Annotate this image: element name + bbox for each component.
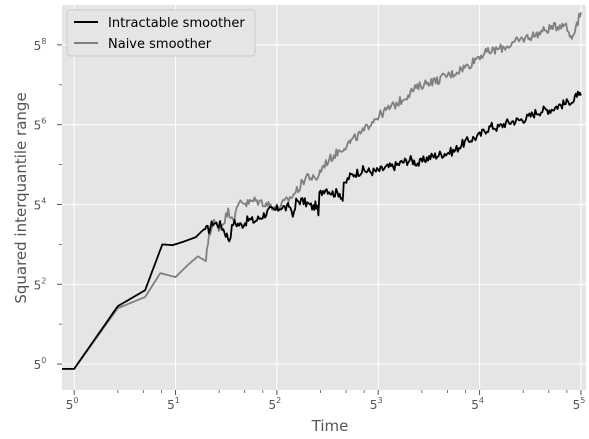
series-intractable-smoother — [62, 90, 582, 370]
plot-background — [62, 5, 586, 390]
y-tick-label: 56 — [34, 117, 47, 133]
x-tick-label: 52 — [269, 396, 282, 412]
y-tick-label: 50 — [34, 356, 47, 372]
x-tick-label: 55 — [573, 396, 586, 412]
y-axis-ticks: 50 52 54 56 58 — [34, 37, 62, 372]
legend-label-naive: Naive smoother — [108, 37, 212, 52]
legend-label-intractable: Intractable smoother — [108, 16, 245, 31]
x-axis-ticks: 50 51 52 53 54 55 — [66, 390, 586, 412]
y-axis-label: Squared interquantile range — [12, 92, 30, 303]
x-tick-label: 53 — [370, 396, 383, 412]
series-naive-smoother — [62, 11, 582, 370]
y-tick-label: 54 — [34, 196, 47, 212]
legend-box — [66, 9, 256, 57]
x-tick-label: 50 — [66, 396, 79, 412]
series-layer — [62, 11, 582, 370]
legend: Intractable smoother Naive smoother — [66, 9, 256, 57]
x-axis-label: Time — [311, 417, 349, 435]
y-tick-label: 58 — [34, 37, 47, 53]
y-tick-label: 52 — [34, 276, 47, 292]
x-tick-label: 51 — [167, 396, 180, 412]
x-tick-label: 54 — [471, 396, 484, 412]
